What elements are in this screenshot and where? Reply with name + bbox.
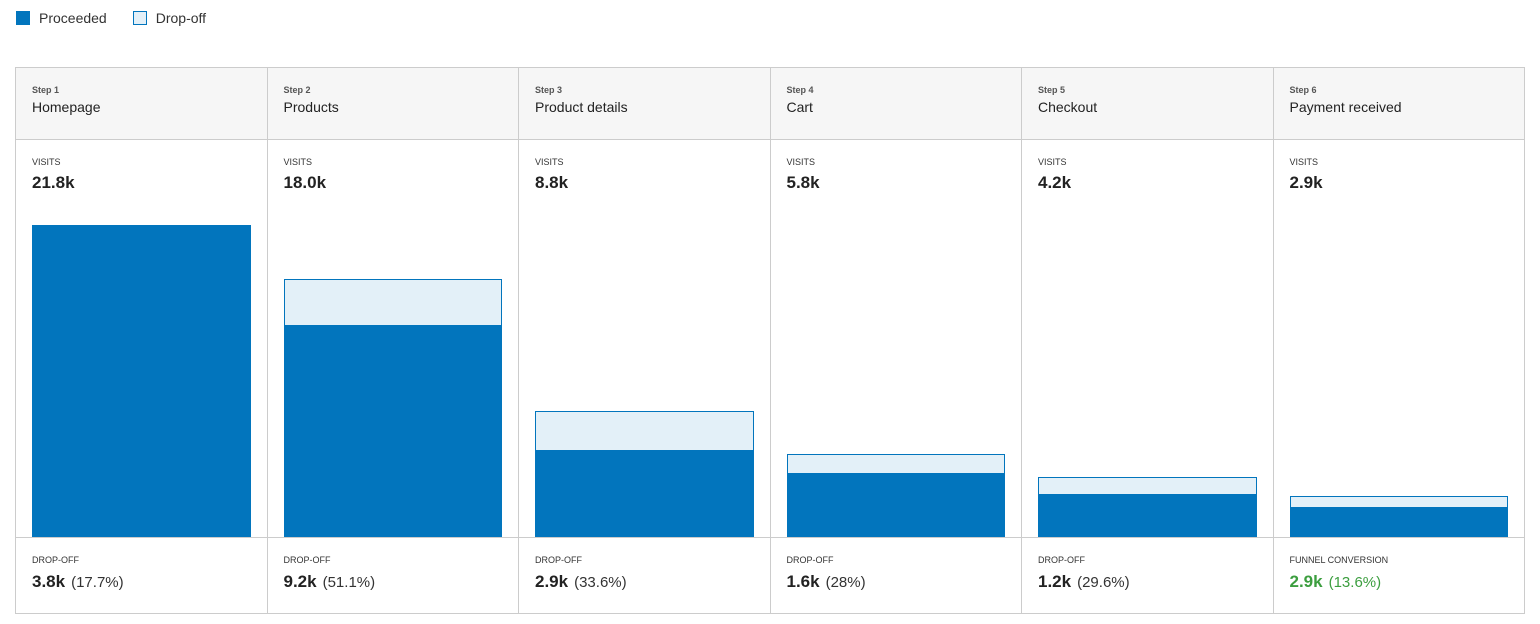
visits-value: 18.0k xyxy=(283,173,327,192)
visits-label: VISITS xyxy=(535,157,564,167)
footer-label: DROP-OFF xyxy=(283,555,331,565)
proceeded-swatch-icon xyxy=(16,11,30,25)
funnel-chart: Step 1 Homepage VISITS 21.8k DROP-OFF 3.… xyxy=(15,67,1525,614)
proceeded-bar[interactable] xyxy=(786,472,1005,537)
footer-label: DROP-OFF xyxy=(1038,555,1085,565)
step-name: Homepage xyxy=(32,99,101,115)
visits-value: 8.8k xyxy=(535,173,569,192)
visits-label: VISITS xyxy=(786,157,816,167)
legend-proceeded[interactable]: Proceeded xyxy=(16,10,107,26)
step-body: VISITS 5.8k xyxy=(770,140,1021,538)
footer-value: 3.8k xyxy=(32,572,66,591)
footer-percent: (29.6%) xyxy=(1077,574,1130,591)
step-header: Step 2 Products xyxy=(267,68,518,140)
visits-label: VISITS xyxy=(32,157,61,167)
step-body: VISITS 2.9k xyxy=(1273,140,1524,538)
step-body: VISITS 21.8k xyxy=(16,140,267,538)
step-number: Step 5 xyxy=(1038,85,1066,95)
legend-label: Drop-off xyxy=(155,10,207,26)
proceeded-bar[interactable] xyxy=(32,225,251,537)
proceeded-bar[interactable] xyxy=(283,325,502,537)
footer-percent: (13.6%) xyxy=(1328,574,1382,591)
step-number: Step 2 xyxy=(283,85,311,95)
footer-value: 1.6k xyxy=(786,572,820,591)
step-header: Step 6 Payment received xyxy=(1273,68,1524,140)
visits-label: VISITS xyxy=(283,157,313,167)
funnel-step[interactable]: Step 2 Products VISITS 18.0k DROP-OFF 9.… xyxy=(267,68,519,613)
footer-label: DROP-OFF xyxy=(32,555,79,565)
footer-value: 9.2k xyxy=(283,572,317,591)
step-footer: DROP-OFF 3.8k (17.7%) xyxy=(16,538,267,592)
funnel-step[interactable]: Step 4 Cart VISITS 5.8k DROP-OFF 1.6k (28… xyxy=(770,68,1022,613)
step-body: VISITS 18.0k xyxy=(267,140,518,538)
legend: Proceeded Drop-off xyxy=(16,10,232,26)
footer-percent: (17.7%) xyxy=(71,574,124,591)
dropoff-swatch-icon xyxy=(132,11,147,25)
step-name: Product details xyxy=(535,99,628,115)
step-number: Step 3 xyxy=(535,85,563,95)
bar-area xyxy=(283,225,502,537)
visits-value: 4.2k xyxy=(1038,173,1072,192)
legend-dropoff[interactable]: Drop-off xyxy=(132,10,207,26)
funnel-step[interactable]: Step 3 Product details VISITS 8.8k DROP-… xyxy=(519,68,771,613)
bar-area xyxy=(1289,225,1508,537)
footer-percent: (28%) xyxy=(825,574,866,591)
step-footer: DROP-OFF 2.9k (33.6%) xyxy=(519,538,770,592)
visits-value: 5.8k xyxy=(786,173,820,192)
step-footer: DROP-OFF 9.2k (51.1%) xyxy=(268,538,519,592)
funnel-step[interactable]: Step 5 Checkout VISITS 4.2k DROP-OFF 1.2… xyxy=(1022,68,1274,613)
proceeded-bar[interactable] xyxy=(1038,494,1257,537)
bar-area xyxy=(535,225,754,537)
step-header: Step 5 Checkout xyxy=(1022,68,1273,140)
step-name: Payment received xyxy=(1289,99,1402,115)
bar-area xyxy=(1038,225,1257,537)
footer-value: 1.2k xyxy=(1038,572,1072,591)
footer-percent: (51.1%) xyxy=(322,574,376,591)
step-header: Step 1 Homepage xyxy=(16,68,267,140)
step-footer: DROP-OFF 1.6k (28%) xyxy=(771,538,1022,592)
bar-area xyxy=(32,225,251,537)
step-footer: DROP-OFF 1.2k (29.6%) xyxy=(1022,538,1273,592)
visits-value: 2.9k xyxy=(1289,173,1323,192)
visits-label: VISITS xyxy=(1289,157,1319,167)
step-body: VISITS 4.2k xyxy=(1022,140,1273,538)
bar-area xyxy=(786,225,1005,537)
proceeded-bar[interactable] xyxy=(1289,506,1508,537)
visits-label: VISITS xyxy=(1038,157,1067,167)
step-name: Checkout xyxy=(1038,99,1098,115)
step-number: Step 4 xyxy=(786,85,814,95)
step-name: Cart xyxy=(786,99,813,115)
step-body: VISITS 8.8k xyxy=(519,140,770,538)
step-number: Step 6 xyxy=(1289,85,1317,95)
footer-label: FUNNEL CONVERSION xyxy=(1289,555,1389,565)
step-name: Products xyxy=(283,99,339,115)
legend-label: Proceeded xyxy=(39,10,107,26)
footer-value: 2.9k xyxy=(535,572,569,591)
footer-percent: (33.6%) xyxy=(574,574,627,591)
step-header: Step 4 Cart xyxy=(770,68,1021,140)
step-footer: FUNNEL CONVERSION 2.9k (13.6%) xyxy=(1274,538,1525,592)
step-number: Step 1 xyxy=(32,85,60,95)
visits-value: 21.8k xyxy=(32,173,75,192)
funnel-step[interactable]: Step 1 Homepage VISITS 21.8k DROP-OFF 3.… xyxy=(16,68,268,613)
step-header: Step 3 Product details xyxy=(519,68,770,140)
footer-label: DROP-OFF xyxy=(535,555,582,565)
footer-value: 2.9k xyxy=(1289,572,1323,591)
funnel-step[interactable]: Step 6 Payment received VISITS 2.9k FUNN… xyxy=(1273,68,1525,613)
proceeded-bar[interactable] xyxy=(535,449,754,537)
footer-label: DROP-OFF xyxy=(786,555,834,565)
